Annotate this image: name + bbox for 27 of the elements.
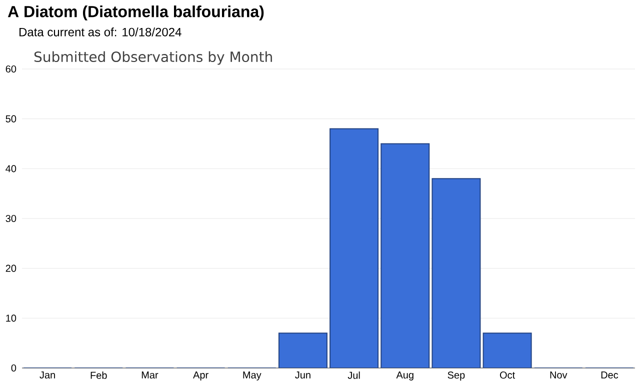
text: Submitted Observations by Month xyxy=(34,51,272,65)
bar xyxy=(330,128,379,368)
y-tick-label: 50 xyxy=(6,115,16,122)
x-tick-label: Sep xyxy=(448,372,465,381)
x-tick-label: Jul xyxy=(348,372,360,379)
bar xyxy=(432,178,481,368)
x-tick-label: Mar xyxy=(142,372,158,378)
chart-subtitle: Data current as of: 10/18/2024 xyxy=(20,28,182,36)
x-tick-label: Jan xyxy=(40,372,55,378)
bar xyxy=(380,143,430,368)
bar xyxy=(482,332,532,368)
x-tick-label: Dec xyxy=(601,372,618,378)
x-tick-label: Jun xyxy=(295,372,310,378)
chart-title: A Diatom (Diatomella balfouriana) xyxy=(8,6,264,20)
y-tick-label: 40 xyxy=(6,165,16,172)
y-tick-label: 60 xyxy=(6,65,16,73)
x-tick-label: Aug xyxy=(396,372,414,380)
x-tick-label: Oct xyxy=(500,372,515,379)
x-tick-label: May xyxy=(243,372,262,380)
x-tick-label: Nov xyxy=(550,372,568,378)
bar xyxy=(278,332,328,368)
x-tick-label: Feb xyxy=(90,372,107,379)
y-tick-label: 20 xyxy=(6,264,16,272)
x-tick-label: Apr xyxy=(193,372,208,380)
y-tick-label: 10 xyxy=(6,314,16,322)
y-tick-label: 0 xyxy=(11,364,16,372)
y-tick-label: 30 xyxy=(6,214,16,222)
